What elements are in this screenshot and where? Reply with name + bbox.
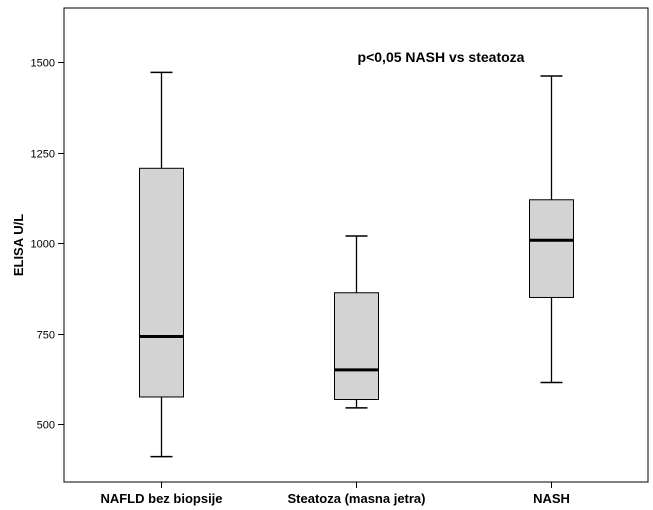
y-axis: 500 750 1000 1250 1500 [31,58,64,432]
y-axis-title: ELISA U/L [11,214,26,276]
x-category-label: NASH [533,491,570,506]
y-tick-label: 1500 [31,58,55,70]
iqr-box [139,167,184,398]
x-category-label: NAFLD bez biopsije [100,491,222,506]
iqr-box [529,199,574,298]
y-tick-label: 750 [37,330,55,342]
box-group [529,75,574,384]
y-tick-label: 1000 [31,239,55,251]
y-tick-label: 500 [37,420,55,432]
x-axis: NAFLD bez biopsije Steatoza (masna jetra)… [100,482,570,506]
box-group [139,71,184,458]
iqr-box [334,292,379,401]
box-series [139,71,574,458]
significance-annotation: p<0,05 NASH vs steatoza [358,49,525,65]
box-group [334,235,379,409]
x-category-label: Steatoza (masna jetra) [288,491,426,506]
y-tick-label: 1250 [31,149,55,161]
